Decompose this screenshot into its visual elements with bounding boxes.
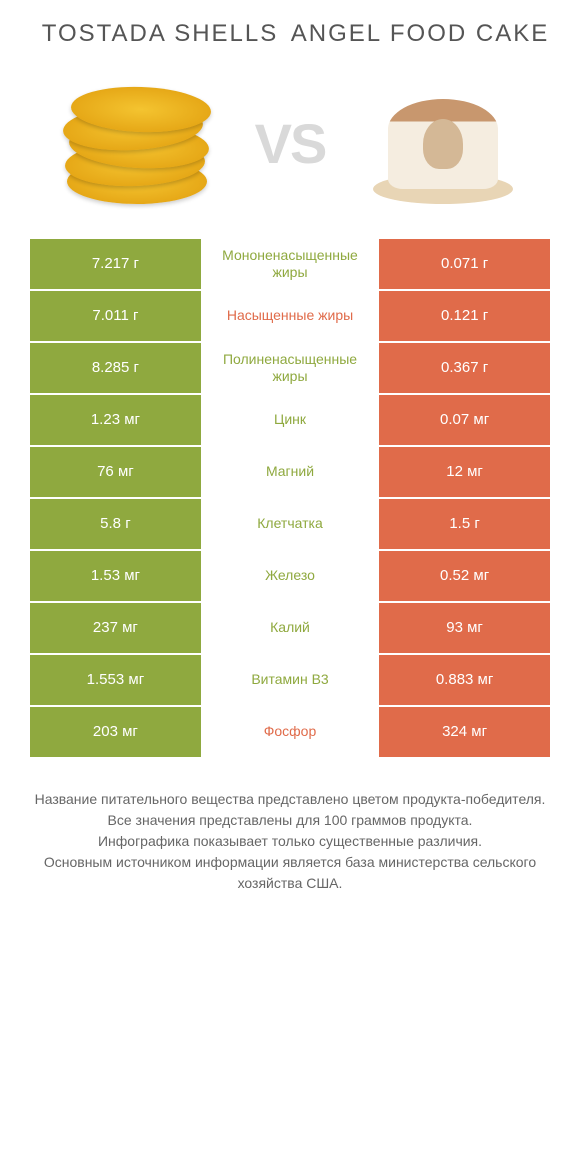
left-value: 1.23 мг [30,395,201,445]
right-value: 12 мг [379,447,550,497]
table-row: 7.217 гМононенасыщенные жиры0.071 г [30,239,550,289]
footer-line-3: Инфографика показывает только существенн… [30,831,550,852]
nutrient-name: Клетчатка [201,499,379,549]
table-row: 1.53 мгЖелезо0.52 мг [30,551,550,601]
left-value: 1.53 мг [30,551,201,601]
table-row: 1.23 мгЦинк0.07 мг [30,395,550,445]
images-row: VS [0,59,580,239]
right-value: 93 мг [379,603,550,653]
table-row: 7.011 гНасыщенные жиры0.121 г [30,291,550,341]
left-value: 8.285 г [30,343,201,393]
nutrient-name: Магний [201,447,379,497]
header: TOSTADA SHELLS ANGEL FOOD CAKE [0,0,580,59]
table-row: 8.285 гПолиненасыщенные жиры0.367 г [30,343,550,393]
right-title-col: ANGEL FOOD CAKE [290,20,550,49]
nutrient-name: Фосфор [201,707,379,757]
right-value: 0.121 г [379,291,550,341]
left-value: 7.217 г [30,239,201,289]
left-value: 203 мг [30,707,201,757]
left-title: TOSTADA SHELLS [30,20,290,49]
nutrient-name: Калий [201,603,379,653]
nutrient-name: Железо [201,551,379,601]
left-value: 7.011 г [30,291,201,341]
nutrient-name: Витамин B3 [201,655,379,705]
footer-line-2: Все значения представлены для 100 граммо… [30,810,550,831]
left-title-col: TOSTADA SHELLS [30,20,290,49]
right-value: 0.071 г [379,239,550,289]
right-value: 324 мг [379,707,550,757]
vs-label: VS [245,111,336,176]
cake-icon [373,84,513,204]
footer-line-4: Основным источником информации является … [30,852,550,894]
nutrient-name: Цинк [201,395,379,445]
left-value: 1.553 мг [30,655,201,705]
nutrition-table: 7.217 гМононенасыщенные жиры0.071 г7.011… [0,239,580,757]
left-value: 237 мг [30,603,201,653]
nutrient-name: Полиненасыщенные жиры [201,343,379,393]
table-row: 237 мгКалий93 мг [30,603,550,653]
table-row: 1.553 мгВитамин B30.883 мг [30,655,550,705]
right-image [335,69,550,219]
right-value: 0.367 г [379,343,550,393]
table-row: 203 мгФосфор324 мг [30,707,550,757]
right-value: 1.5 г [379,499,550,549]
footer: Название питательного вещества представл… [0,759,580,914]
table-row: 76 мгМагний12 мг [30,447,550,497]
nutrient-name: Насыщенные жиры [201,291,379,341]
right-value: 0.52 мг [379,551,550,601]
right-value: 0.07 мг [379,395,550,445]
left-value: 5.8 г [30,499,201,549]
left-image [30,69,245,219]
right-title: ANGEL FOOD CAKE [290,20,550,49]
footer-line-1: Название питательного вещества представл… [30,789,550,810]
left-value: 76 мг [30,447,201,497]
right-value: 0.883 мг [379,655,550,705]
tostada-icon [57,79,217,209]
table-row: 5.8 гКлетчатка1.5 г [30,499,550,549]
nutrient-name: Мононенасыщенные жиры [201,239,379,289]
